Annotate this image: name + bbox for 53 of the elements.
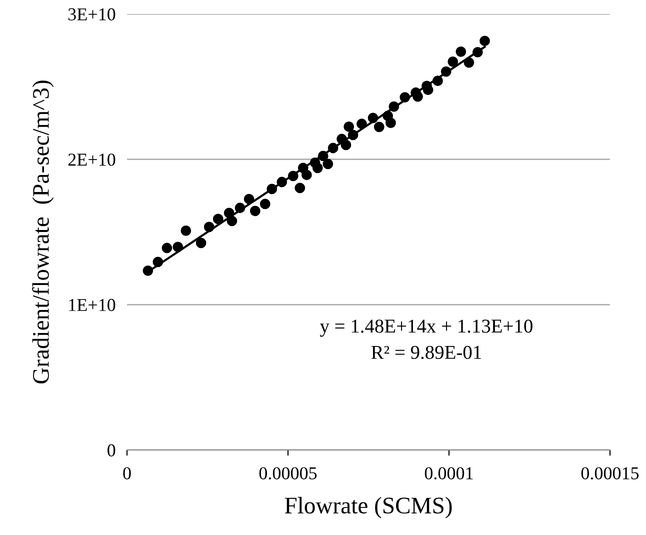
x-tick-label: 0 [123,467,131,480]
annotation: R² = 9.89E-01 [371,346,481,360]
point [386,118,396,128]
point [374,122,384,132]
point [152,256,164,268]
point [348,130,358,140]
point [344,121,354,132]
point [260,198,270,210]
point [172,242,184,252]
point [204,222,214,232]
point [250,206,260,216]
point [312,162,323,174]
point [356,118,367,130]
point [234,202,246,214]
point [422,84,434,96]
point [196,238,206,248]
y-tick-label: 1E+10 [69,298,116,312]
point [472,47,483,58]
point [368,112,378,124]
point [224,208,234,218]
x-tick-label: 0.00015 [581,467,639,480]
point [212,214,224,224]
x-tick-label: 0.00005 [259,467,317,480]
point [412,91,423,102]
point [142,265,154,276]
point [340,140,352,150]
point [301,170,312,180]
point [456,46,466,57]
y-tick-label: 0 [108,444,116,456]
point [180,225,192,236]
point [226,216,238,226]
y-tick-label: 2E+10 [68,154,116,166]
point [440,66,452,77]
point [464,57,474,68]
point [400,92,410,102]
point [276,176,288,188]
point [318,150,328,162]
x-tick-label: 0.0001 [424,467,473,480]
point [162,242,172,254]
point [244,194,254,204]
point [294,182,306,194]
point [328,142,338,154]
point [388,101,400,112]
point [322,158,334,170]
point [266,184,278,194]
y-tick-label: 3E+10 [68,8,116,20]
annotation: y = 1.48E+14x + 1.13E+10 [320,320,532,337]
point [288,170,298,182]
point [480,36,490,46]
y-axis-title: Gradient/flowrate (Pa-sec/m^3) [32,80,54,384]
point [432,76,443,86]
x-axis-title: Flowrate (SCMS) [284,496,452,518]
point [448,56,458,67]
